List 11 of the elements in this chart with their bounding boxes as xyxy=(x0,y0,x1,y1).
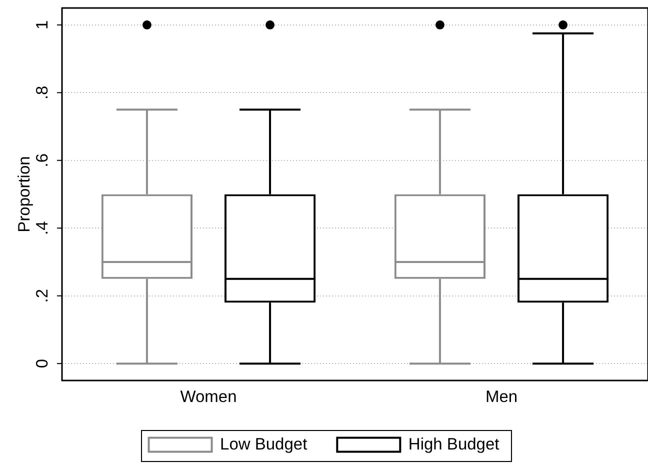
legend-label: Low Budget xyxy=(220,435,308,454)
y-tick-label: .4 xyxy=(34,221,52,235)
x-tick-label: Men xyxy=(485,388,518,406)
y-tick-label: 0 xyxy=(34,358,52,368)
y-tick-label: .8 xyxy=(34,86,52,100)
y-tick-label: 1 xyxy=(34,20,52,30)
y-tick-label: .6 xyxy=(34,154,52,168)
legend-label: High Budget xyxy=(408,435,500,454)
y-axis-title: Proportion xyxy=(15,156,34,232)
x-tick-label: Women xyxy=(180,388,237,406)
y-tick-label: .2 xyxy=(34,288,52,303)
